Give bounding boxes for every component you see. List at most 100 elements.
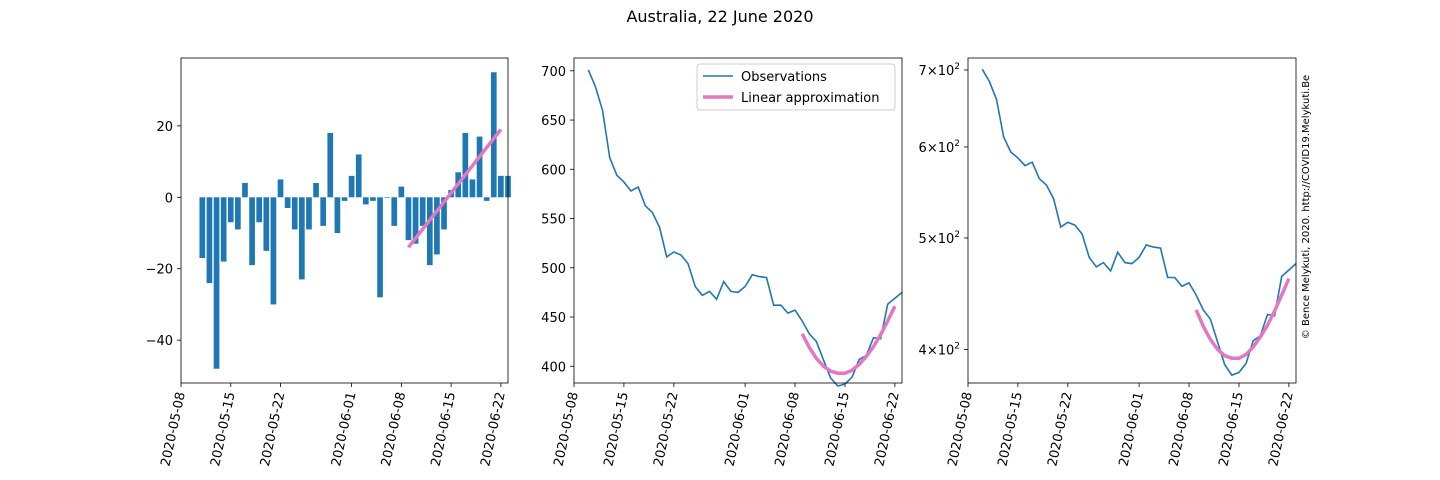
- x-tick-label: 2020-06-15: [1216, 391, 1246, 468]
- bar: [441, 197, 447, 230]
- bar: [320, 197, 327, 226]
- legend-label-observations: Observations: [741, 70, 827, 85]
- y-tick-label: 450: [541, 311, 566, 326]
- y-tick-label: 20: [156, 120, 173, 135]
- y-tick-mantissa: 5: [919, 232, 927, 247]
- x-tick-label: 2020-06-01: [329, 391, 359, 468]
- legend-label-approximation: Linear approximation: [741, 91, 879, 106]
- bar: [483, 197, 490, 201]
- bar: [334, 197, 341, 233]
- bar: [270, 197, 277, 305]
- bar: [348, 175, 355, 198]
- x-tick-label: 2020-06-15: [429, 391, 459, 468]
- bar: [249, 197, 255, 266]
- y-tick-label: 500: [541, 262, 566, 277]
- bar: [284, 197, 291, 208]
- bar: [235, 197, 241, 230]
- bar: [341, 197, 348, 201]
- y-tick-label: 400: [541, 360, 566, 375]
- y-tick-times-sign: ×: [927, 343, 938, 358]
- bar: [306, 197, 312, 230]
- approximation-line: [1194, 277, 1291, 361]
- x-tick-label: 2020-06-22: [478, 391, 508, 468]
- y-tick-label: 600: [541, 163, 566, 178]
- y-tick-exponent: 2: [954, 341, 960, 351]
- linear-scale-line-chart: 2020-05-08 2020-05-15 2020-05-22 2020-06-01…: [541, 57, 903, 468]
- bar: [498, 175, 504, 198]
- y-tick-label: 700: [541, 65, 566, 80]
- x-tick-label: 2020-06-22: [872, 391, 902, 468]
- y-tick-exponent: 2: [954, 139, 960, 149]
- observations-line: [587, 69, 903, 387]
- y-tick-mantissa: 6: [919, 141, 927, 156]
- axes-frame: [967, 57, 1297, 384]
- x-tick-label: 2020-05-22: [1045, 391, 1075, 468]
- bar: [469, 179, 476, 198]
- bar: [277, 179, 284, 198]
- bar: [299, 197, 305, 280]
- bar: [313, 183, 319, 198]
- x-tick-label: 2020-06-08: [773, 391, 803, 468]
- x-tick-label: 2020-06-22: [1266, 391, 1296, 468]
- approximation-line: [800, 305, 897, 375]
- bar: [412, 197, 419, 244]
- y-tick-times-sign: ×: [927, 64, 938, 79]
- bar: [355, 154, 362, 198]
- y-tick-base: 10: [938, 232, 955, 247]
- bar: [263, 197, 270, 251]
- bar: [220, 197, 227, 262]
- y-tick-label: 7×102: [919, 62, 960, 79]
- y-tick-base: 10: [938, 64, 955, 79]
- daily-change-bar-chart: 2020-05-08 2020-05-15 2020-05-22 2020-06-01…: [146, 57, 511, 468]
- y-tick-times-sign: ×: [927, 232, 938, 247]
- y-tick-label: 650: [541, 114, 566, 129]
- y-tick-label: 4×102: [919, 341, 960, 358]
- bar: [256, 197, 263, 223]
- bar: [213, 197, 220, 369]
- y-tick-times-sign: ×: [927, 141, 938, 156]
- bar: [327, 133, 334, 198]
- x-tick-label: 2020-05-08: [552, 391, 582, 468]
- axes-frame: [180, 57, 509, 384]
- y-tick-exponent: 2: [954, 62, 960, 72]
- y-tick-label: −40: [146, 334, 173, 349]
- x-tick-label: 2020-06-15: [822, 391, 852, 468]
- y-tick-label: −20: [146, 263, 173, 278]
- log-scale-line-chart: 2020-05-08 2020-05-15 2020-05-22 2020-06-01…: [919, 57, 1297, 468]
- legend-box: [696, 63, 896, 111]
- bar: [490, 72, 497, 198]
- bar: [291, 197, 298, 230]
- y-tick-base: 10: [938, 141, 955, 156]
- y-tick-base: 10: [938, 343, 955, 358]
- x-tick-label: 2020-06-01: [1117, 391, 1147, 468]
- x-tick-label: 2020-05-15: [208, 391, 238, 468]
- bar: [199, 197, 206, 258]
- bar: [391, 197, 398, 226]
- x-tick-label: 2020-06-01: [723, 391, 753, 468]
- bar: [377, 197, 383, 298]
- approximation-line: [407, 128, 503, 249]
- bar: [405, 197, 412, 241]
- bar: [476, 136, 483, 198]
- x-tick-label: 2020-05-15: [601, 391, 631, 468]
- observations-line: [981, 68, 1297, 377]
- y-tick-mantissa: 7: [919, 64, 927, 79]
- bar: [362, 197, 369, 205]
- figure-title: Australia, 22 June 2020: [626, 7, 813, 26]
- axes-frame: [573, 57, 903, 384]
- y-tick-exponent: 2: [954, 230, 960, 240]
- watermark: © Bence Melykuti, 2020. http://COVID19.M…: [1301, 75, 1312, 339]
- bar: [434, 197, 440, 255]
- y-tick-label: 0: [165, 191, 173, 206]
- x-tick-label: 2020-06-08: [1167, 391, 1197, 468]
- bar: [419, 197, 426, 226]
- y-tick-label: 5×102: [919, 230, 960, 247]
- bar: [398, 186, 405, 198]
- bar: [227, 197, 234, 223]
- bar: [242, 183, 248, 198]
- x-tick-label: 2020-05-08: [159, 391, 189, 468]
- x-tick-label: 2020-05-22: [258, 391, 288, 468]
- x-tick-label: 2020-05-15: [995, 391, 1025, 468]
- y-tick-mantissa: 4: [919, 343, 927, 358]
